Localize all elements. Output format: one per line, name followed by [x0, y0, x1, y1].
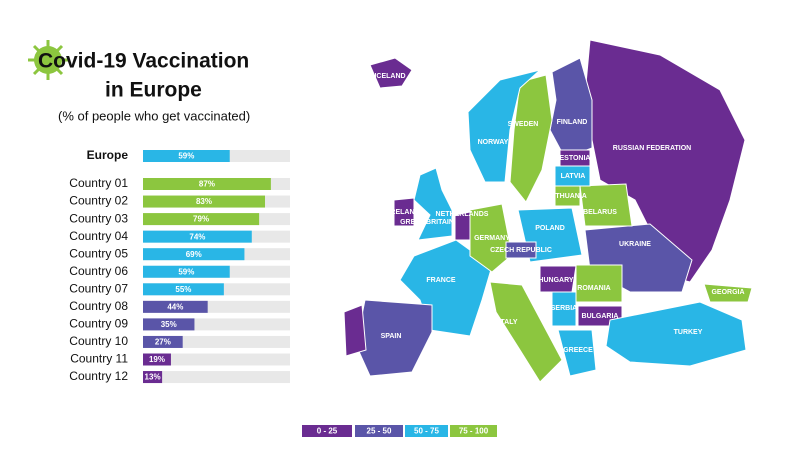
- title: in Europe: [105, 79, 202, 102]
- bar: [143, 178, 271, 190]
- map-label: BELARUS: [583, 209, 617, 216]
- legend-label: 0 - 25: [317, 427, 338, 436]
- map-label: ICELAND: [374, 73, 405, 80]
- map-label: BULGARIA: [582, 313, 619, 320]
- value-label: 44%: [167, 302, 183, 311]
- legend-label: 75 - 100: [459, 427, 489, 436]
- bar: [143, 353, 171, 366]
- map-label: CZECH REPUBLIC: [490, 247, 552, 254]
- virus-icon: [28, 40, 68, 80]
- bar: [143, 335, 183, 348]
- subtitle: (% of people who get vaccinated): [58, 108, 250, 123]
- bar: [143, 248, 245, 261]
- bar: [143, 318, 195, 331]
- map-label: SERBIA: [551, 305, 577, 312]
- value-label: 59%: [178, 267, 194, 276]
- bar-track: [143, 371, 290, 384]
- row-label: Country 03: [69, 211, 128, 225]
- bar: [143, 265, 230, 278]
- legend-swatch: [405, 425, 448, 437]
- map-label: LITHUANIA: [549, 193, 587, 200]
- value-label: 59%: [178, 152, 194, 161]
- map-label: FRANCE: [426, 277, 455, 284]
- map-label: GERMANY: [474, 235, 510, 242]
- legend-swatch: [450, 425, 497, 437]
- map-label: HUNGARY: [538, 277, 573, 284]
- value-label: 79%: [193, 215, 209, 224]
- map-label: LATVIA: [561, 173, 586, 180]
- europe-label: Europe: [87, 148, 129, 162]
- map-label: ROMANIA: [577, 285, 610, 292]
- map-label: UKRAINE: [619, 241, 651, 248]
- value-label: 69%: [186, 250, 202, 259]
- legend-label: 50 - 75: [414, 427, 439, 436]
- value-label: 19%: [149, 355, 165, 364]
- row-label: Country 07: [69, 281, 128, 295]
- value-label: 27%: [155, 338, 171, 347]
- value-label: 13%: [145, 373, 161, 382]
- row-label: Country 01: [69, 176, 128, 190]
- value-label: 55%: [175, 285, 191, 294]
- map-label: NORWAY: [478, 139, 509, 146]
- bar: [143, 230, 252, 243]
- map-label: FINLAND: [557, 119, 588, 126]
- map-label: SWEDEN: [508, 121, 539, 128]
- map-label: ITALY: [498, 319, 517, 326]
- bar: [143, 195, 266, 208]
- bar: [143, 300, 208, 313]
- map-label: TURKEY: [674, 329, 703, 336]
- legend-label: 25 - 50: [367, 427, 392, 436]
- legend-swatch: [355, 425, 403, 437]
- map-label: ESTONIA: [560, 155, 591, 162]
- value-label: 87%: [199, 180, 215, 189]
- map-label: GREECE: [563, 347, 593, 354]
- map-label: NETHERLANDS: [436, 211, 489, 218]
- bar: [143, 150, 230, 162]
- row-label: Country 06: [69, 264, 128, 278]
- map-label: POLAND: [535, 225, 565, 232]
- row-label: Country 11: [70, 352, 128, 366]
- row-label: Country 08: [69, 299, 128, 313]
- map-label: GEORGIA: [711, 289, 744, 296]
- row-label: Country 02: [69, 194, 128, 208]
- value-label: 35%: [161, 320, 177, 329]
- value-label: 74%: [189, 232, 205, 241]
- row-label: Country 05: [69, 246, 128, 260]
- row-label: Country 10: [69, 334, 128, 348]
- map-label: IRELAND: [388, 209, 419, 216]
- row-label: Country 12: [69, 369, 128, 383]
- map-label: SPAIN: [381, 333, 402, 340]
- bar: [143, 213, 260, 226]
- value-label: 83%: [196, 197, 212, 206]
- map-label: GREAT BRITAIN: [400, 219, 454, 226]
- title: Covid-19 Vaccination: [38, 50, 249, 73]
- bar-track: [143, 353, 290, 366]
- bar: [143, 283, 224, 296]
- map-label: RUSSIAN FEDERATION: [613, 145, 691, 152]
- bar: [143, 371, 163, 384]
- legend-swatch: [302, 425, 352, 437]
- map: [343, 39, 753, 383]
- row-label: Country 09: [69, 317, 128, 331]
- row-label: Country 04: [69, 229, 128, 243]
